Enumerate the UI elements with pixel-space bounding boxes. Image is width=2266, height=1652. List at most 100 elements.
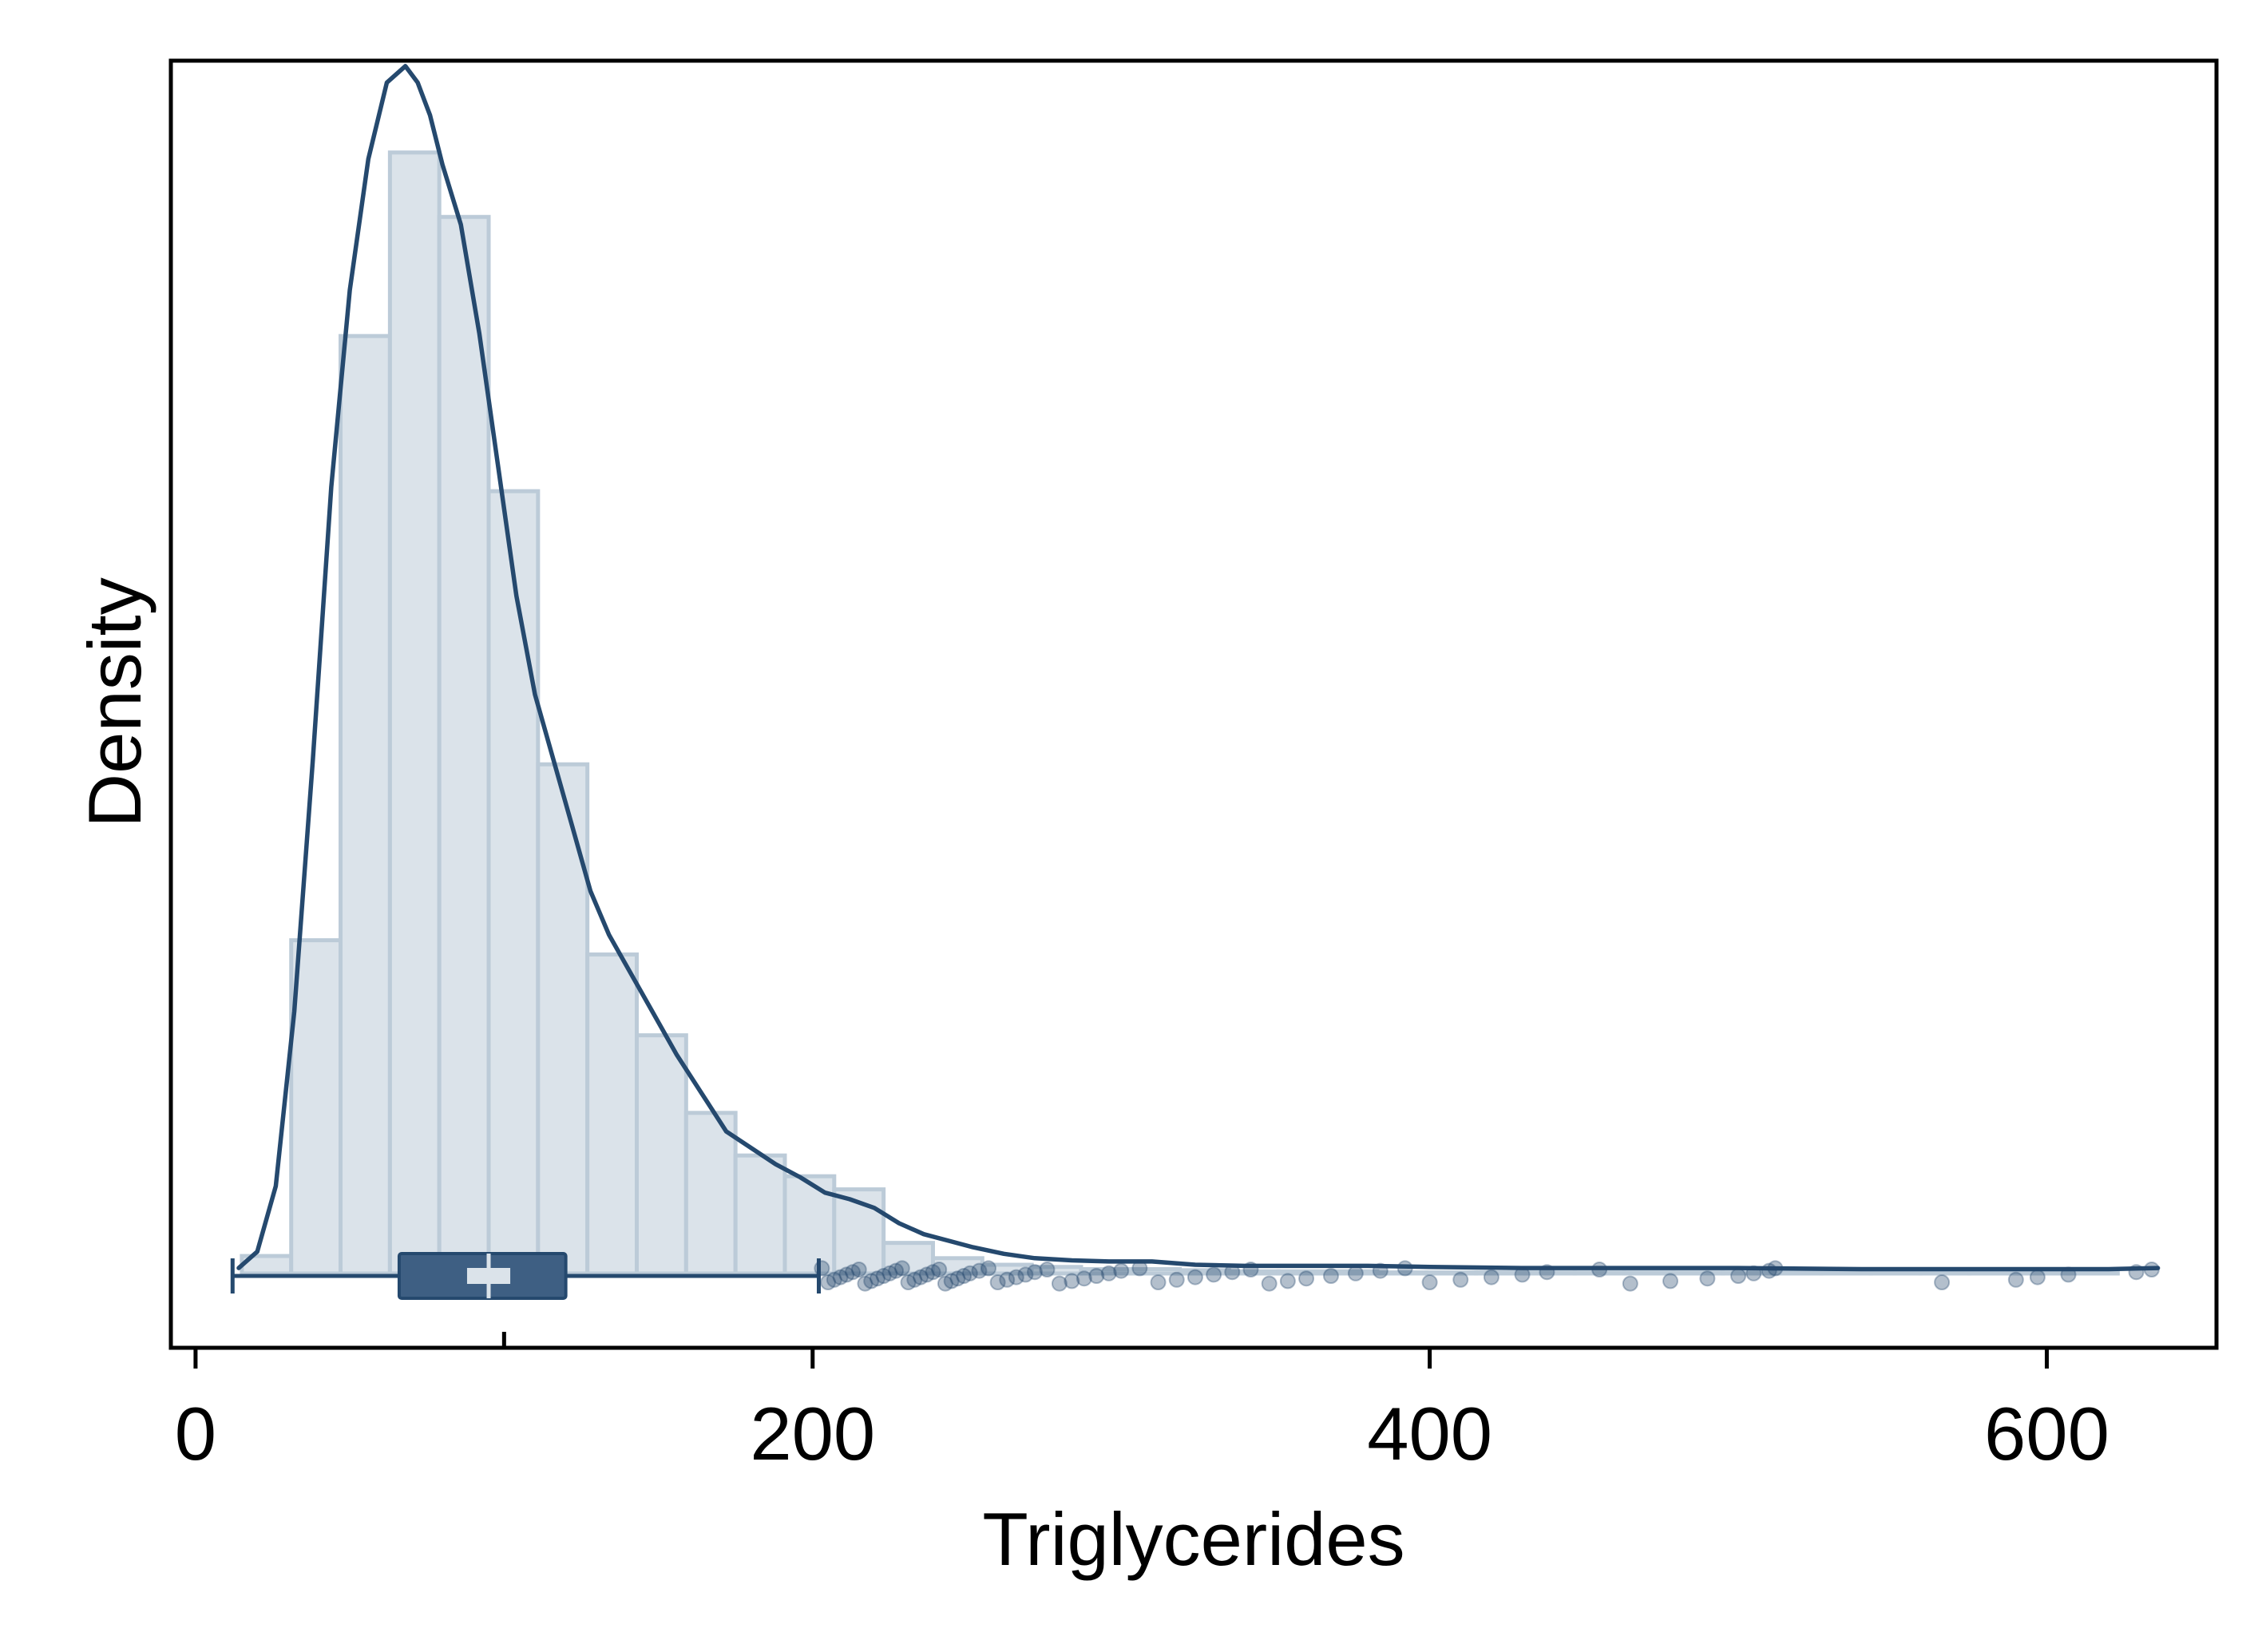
outlier-point: [845, 1264, 861, 1281]
histogram-bar: [1671, 1270, 1725, 1276]
outlier-point: [1186, 1269, 1203, 1286]
outlier-point: [1113, 1262, 1130, 1279]
histogram-bar: [437, 215, 491, 1276]
outlier-point: [1100, 1265, 1117, 1282]
histogram-bar: [1178, 1268, 1231, 1276]
density-curve-layer: [236, 64, 2161, 1272]
outlier-point: [1662, 1273, 1679, 1290]
histogram-bar: [339, 334, 392, 1276]
histogram-bar: [2066, 1270, 2120, 1276]
outlier-point: [1026, 1264, 1043, 1281]
outlier-point: [956, 1268, 973, 1284]
outlier-point: [857, 1275, 874, 1292]
histogram-bar: [1819, 1270, 1873, 1276]
outlier-point: [1745, 1265, 1762, 1282]
outlier-point: [1150, 1274, 1167, 1290]
outlier-point: [913, 1269, 929, 1286]
outlier-point: [1168, 1271, 1185, 1288]
outlier-point: [1279, 1273, 1296, 1290]
density-curve: [236, 64, 2161, 1272]
outlier-points: [814, 1260, 2160, 1292]
histogram-bar: [1424, 1270, 1479, 1276]
histogram-bar: [635, 1033, 688, 1276]
outlier-point: [949, 1270, 966, 1287]
outlier-point: [863, 1273, 880, 1290]
outlier-point: [989, 1274, 1006, 1290]
histogram-bars: [171, 61, 2216, 1348]
outlier-point: [1051, 1275, 1068, 1292]
histogram-bar: [1918, 1270, 1972, 1276]
outlier-point: [1017, 1266, 1034, 1283]
histogram-bar: [585, 952, 640, 1276]
plot-frame: [168, 58, 2219, 1350]
histogram-bar: [1868, 1270, 1923, 1276]
outlier-point: [2007, 1271, 2024, 1288]
outlier-point: [1539, 1264, 1555, 1281]
outlier-point: [906, 1271, 923, 1288]
outlier-point: [1076, 1270, 1092, 1287]
outlier-point: [918, 1266, 935, 1283]
histogram-bar: [486, 489, 541, 1276]
histogram-bar: [683, 1111, 738, 1276]
outlier-point: [1131, 1260, 1148, 1277]
outlier-point: [980, 1260, 997, 1277]
outlier-point: [1934, 1274, 1951, 1290]
outlier-point: [1421, 1274, 1438, 1290]
outlier-point: [1767, 1260, 1784, 1277]
outlier-point: [1452, 1271, 1469, 1288]
outlier-point: [893, 1260, 910, 1277]
outlier-point: [1730, 1268, 1747, 1284]
boxplot: [230, 1252, 821, 1300]
histogram-bar: [536, 762, 590, 1276]
outlier-point: [1347, 1265, 1364, 1282]
outlier-point: [937, 1275, 953, 1292]
outlier-point: [838, 1266, 855, 1283]
histogram-bar: [387, 150, 442, 1276]
x-tick-label: 200: [750, 1392, 875, 1476]
outlier-point: [1008, 1269, 1024, 1286]
outlier-point: [1298, 1270, 1315, 1287]
outlier-point: [943, 1273, 960, 1290]
outlier-point: [888, 1262, 905, 1279]
outlier-point: [1224, 1264, 1241, 1281]
outlier-point: [2143, 1262, 2160, 1278]
outlier-point: [1622, 1275, 1638, 1292]
outlier-point: [832, 1269, 849, 1286]
outlier-point: [814, 1260, 830, 1277]
outlier-point: [1372, 1262, 1389, 1279]
histogram-bar: [832, 1187, 886, 1276]
outlier-point: [1396, 1260, 1413, 1277]
outlier-point: [1483, 1269, 1499, 1286]
outlier-point: [2029, 1269, 2046, 1286]
x-axis-title: Triglycerides: [982, 1497, 1404, 1581]
x-tick-label: 400: [1367, 1392, 1492, 1476]
outlier-point: [2128, 1264, 2145, 1281]
outlier-point: [1322, 1268, 1339, 1284]
x-tick-label: 600: [1984, 1392, 2110, 1476]
outlier-point: [1699, 1270, 1716, 1287]
histogram-bar: [289, 938, 343, 1276]
outlier-point: [875, 1268, 892, 1284]
outlier-point: [971, 1262, 988, 1279]
x-axis: 0 200 400 600: [175, 1332, 2110, 1476]
outlier-point: [931, 1262, 948, 1278]
outlier-point: [900, 1274, 917, 1290]
y-axis-title: Density: [73, 577, 156, 827]
histogram-bar: [782, 1174, 837, 1276]
outlier-point: [1261, 1275, 1278, 1292]
histogram-bar: [1622, 1270, 1676, 1276]
outlier-point: [999, 1271, 1016, 1288]
outlier-point: [1064, 1273, 1080, 1290]
outlier-point: [1514, 1266, 1531, 1283]
outlier-point: [1039, 1262, 1056, 1278]
outlier-point: [826, 1271, 842, 1288]
outlier-point: [850, 1262, 867, 1278]
outlier-point: [869, 1270, 885, 1287]
outlier-point: [1761, 1262, 1777, 1279]
outlier-point: [1206, 1266, 1222, 1283]
histogram-bar: [733, 1153, 787, 1276]
outlier-point: [1242, 1262, 1259, 1278]
outlier-point: [881, 1265, 898, 1282]
